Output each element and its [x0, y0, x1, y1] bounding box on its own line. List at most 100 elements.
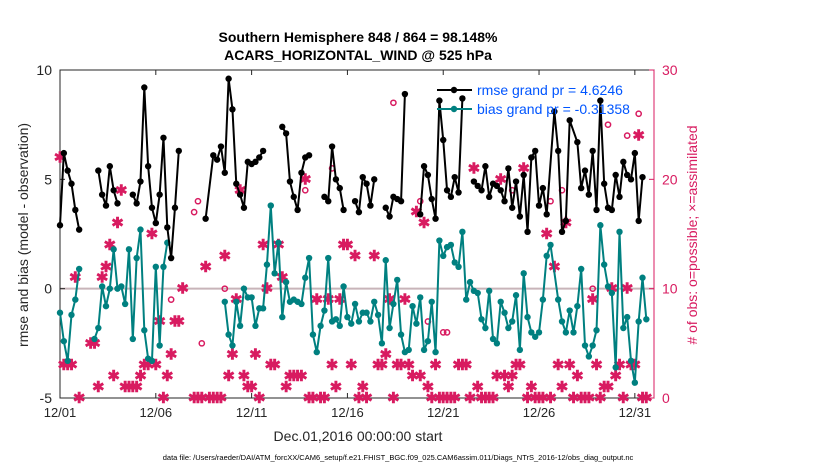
bias-point — [394, 276, 401, 284]
bias-point — [543, 252, 550, 260]
bias-point — [302, 274, 309, 281]
bias-point — [440, 252, 447, 260]
bias-point — [417, 294, 424, 301]
obs-assimilated-mark: ✱ — [111, 215, 124, 232]
bias-point — [608, 289, 616, 297]
obs-assimilated-mark: ✱ — [609, 368, 622, 385]
bias-point — [137, 226, 144, 233]
bias-point — [397, 331, 405, 338]
rmse-point — [175, 147, 182, 155]
bias-point — [574, 302, 581, 310]
obs-assimilated-mark: ✱ — [376, 357, 389, 374]
bias-point — [643, 316, 650, 323]
obs-assimilated-mark: ✱ — [115, 182, 128, 199]
rmse-point — [478, 187, 485, 194]
rmse-point — [436, 97, 443, 104]
rmse-point — [229, 106, 236, 113]
rmse-point — [56, 222, 64, 229]
bias-point — [72, 296, 79, 303]
bias-point — [562, 329, 570, 336]
obs-assimilated-mark: ✱ — [188, 390, 201, 407]
rmse-point — [171, 204, 179, 211]
obs-assimilated-mark: ✱ — [307, 390, 320, 407]
bias-point — [566, 307, 573, 314]
bias-point — [455, 263, 462, 270]
legend-entry: bias grand pr = -0.31358 — [477, 101, 630, 117]
rmse-point — [420, 163, 428, 170]
rmse-point — [371, 176, 378, 183]
bias-point — [428, 298, 435, 305]
obs-assimilated-mark: ✱ — [491, 368, 504, 385]
obs-assimilated-mark: ✱ — [314, 390, 327, 407]
rmse-point — [256, 154, 263, 161]
rmse-point — [501, 198, 508, 205]
obs-assimilated-mark: ✱ — [617, 390, 630, 407]
bias-point — [378, 340, 386, 347]
x-tick-label: 12/11 — [236, 405, 268, 420]
rmse-point — [144, 163, 152, 170]
rmse-point — [259, 147, 267, 155]
obs-assimilated-mark: ✱ — [464, 390, 477, 407]
bias-point — [493, 340, 501, 347]
obs-assimilated-mark: ✱ — [379, 346, 392, 363]
bias-point — [102, 302, 110, 310]
bias-point — [554, 296, 562, 303]
obs-assimilated-mark: ✱ — [517, 160, 530, 177]
rmse-point — [141, 84, 148, 91]
bias-point — [374, 311, 382, 319]
rmse-point — [221, 169, 228, 176]
rmse-point — [424, 171, 432, 179]
rmse-point — [562, 217, 570, 225]
obs-assimilated-mark: ✱ — [437, 390, 450, 407]
rmse-point — [600, 180, 608, 187]
y-axis-label-left: rmse and bias (model - observation) — [15, 123, 31, 347]
bias-point — [248, 294, 255, 301]
bias-point — [436, 237, 443, 244]
bias-point — [420, 346, 428, 354]
obs-assimilated-mark: ✱ — [422, 379, 435, 396]
rmse-point — [447, 193, 455, 201]
obs-assimilated-mark: ✱ — [441, 390, 454, 407]
bias-point — [623, 313, 631, 321]
rmse-point — [290, 193, 297, 201]
obs-assimilated-mark: ✱ — [406, 368, 419, 385]
rmse-point — [72, 206, 79, 214]
rmse-point — [593, 206, 600, 214]
bias-point — [340, 283, 347, 290]
rmse-point — [367, 202, 374, 209]
obs-assimilated-mark: ✱ — [583, 390, 596, 407]
rmse-point — [577, 184, 585, 192]
bias-point — [98, 283, 106, 290]
rmse-point — [397, 198, 405, 205]
bias-point — [68, 311, 75, 319]
y-tick-label-right: 30 — [662, 62, 678, 78]
obs-assimilated-mark: ✱ — [226, 346, 239, 363]
x-tick-label: 12/21 — [427, 405, 460, 420]
obs-assimilated-mark: ✱ — [130, 379, 143, 396]
obs-assimilated-mark: ✱ — [268, 357, 281, 374]
obs-possible-series — [167, 99, 643, 347]
obs-assimilated-mark: ✱ — [556, 379, 569, 396]
legend-marker — [450, 86, 458, 94]
rmse-point — [512, 178, 520, 185]
rmse-point — [363, 180, 370, 187]
obs-assimilated-mark: ✱ — [502, 379, 515, 396]
obs-assimilated-mark: ✱ — [303, 390, 316, 407]
obs-assimilated-mark: ✱ — [414, 368, 427, 385]
rmse-point — [620, 158, 627, 166]
bias-point — [160, 263, 167, 270]
rmse-point — [581, 167, 589, 174]
obs-assimilated-mark: ✱ — [537, 390, 550, 407]
obs-assimilated-mark: ✱ — [341, 237, 354, 254]
bias-point — [229, 342, 236, 349]
obs-assimilated-mark: ✱ — [199, 259, 212, 276]
bias-point — [627, 357, 635, 365]
bias-point — [616, 228, 623, 236]
bias-point — [593, 327, 600, 334]
bias-point — [106, 285, 114, 292]
rmse-point — [386, 213, 393, 220]
obs-possible-mark — [194, 197, 202, 205]
rmse-point — [574, 138, 581, 146]
obs-assimilated-mark: ✱ — [264, 357, 277, 374]
rmse-point — [148, 204, 156, 211]
